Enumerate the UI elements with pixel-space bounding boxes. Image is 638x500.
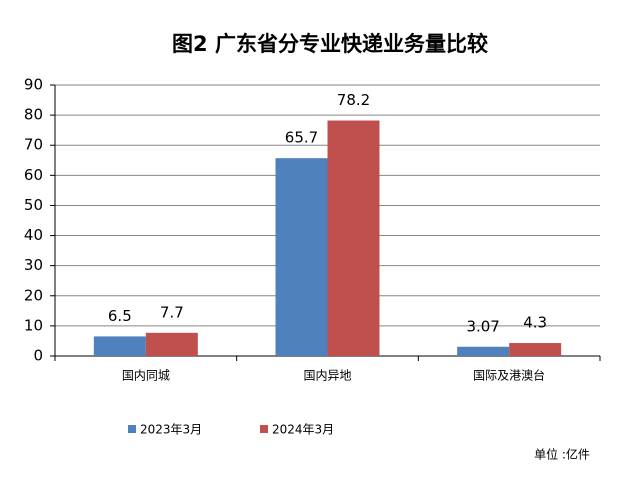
legend-label: 2024年3月 bbox=[272, 423, 334, 437]
x-tick-label: 国内异地 bbox=[303, 369, 351, 383]
y-tick-label: 70 bbox=[24, 136, 43, 154]
value-label: 78.2 bbox=[337, 91, 370, 109]
value-label: 65.7 bbox=[285, 129, 318, 147]
value-label: 3.07 bbox=[466, 317, 499, 335]
y-tick-label: 50 bbox=[24, 196, 43, 214]
x-tick-label: 国际及港澳台 bbox=[473, 368, 545, 383]
y-tick-label: 20 bbox=[24, 286, 43, 304]
bar bbox=[145, 332, 198, 356]
y-tick-label: 10 bbox=[24, 316, 43, 334]
y-tick-label: 30 bbox=[24, 256, 43, 274]
y-tick-label: 60 bbox=[24, 166, 43, 184]
unit-note: 单位 :亿件 bbox=[534, 447, 590, 462]
legend-swatch bbox=[260, 425, 268, 433]
x-tick-label: 国内同城 bbox=[122, 369, 170, 383]
value-label: 6.5 bbox=[108, 307, 132, 325]
y-tick-label: 80 bbox=[24, 106, 43, 124]
legend-swatch bbox=[128, 425, 136, 433]
value-label: 7.7 bbox=[160, 303, 184, 321]
value-label: 4.3 bbox=[523, 314, 547, 332]
y-tick-label: 90 bbox=[24, 76, 43, 94]
chart-title: 图2 广东省分专业快递业务量比较 bbox=[172, 32, 488, 56]
y-tick-label: 0 bbox=[33, 347, 43, 365]
bar bbox=[93, 336, 146, 356]
y-tick-label: 40 bbox=[24, 226, 43, 244]
legend-label: 2023年3月 bbox=[140, 423, 202, 437]
bar bbox=[457, 346, 510, 356]
bar bbox=[509, 343, 562, 356]
bar bbox=[327, 120, 380, 356]
bar bbox=[275, 158, 328, 356]
